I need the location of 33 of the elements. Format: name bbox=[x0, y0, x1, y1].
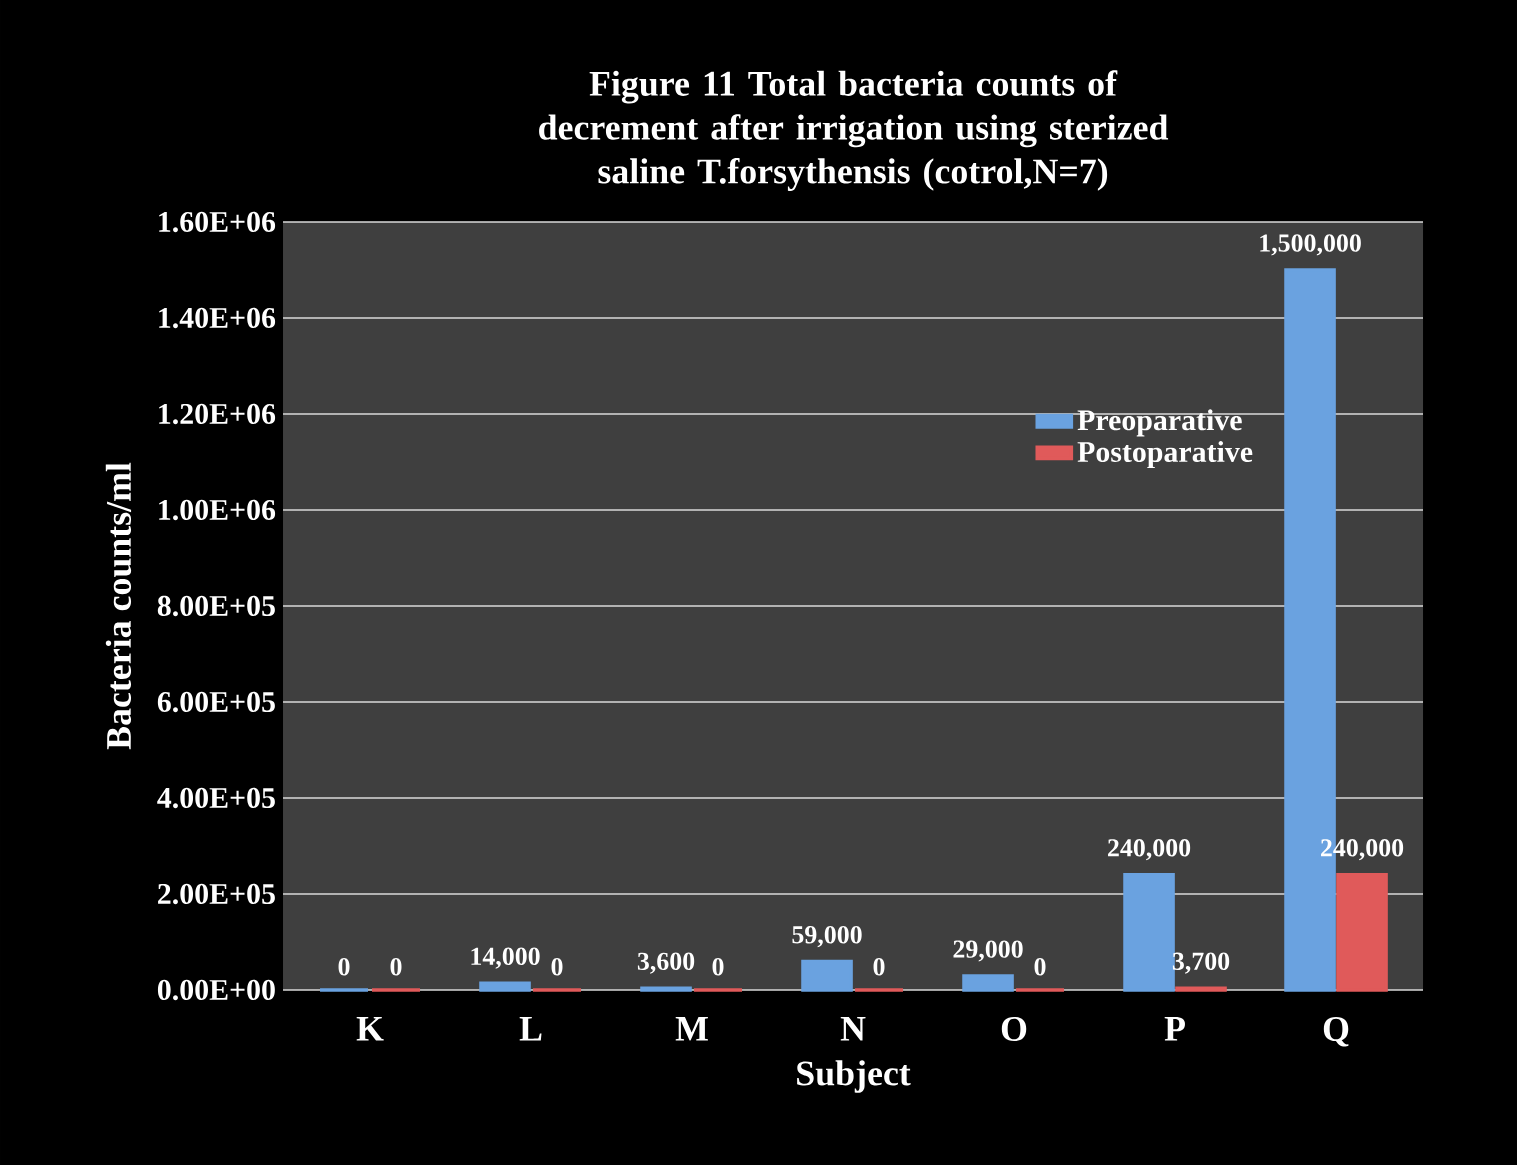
legend-label: Postoparative bbox=[1077, 441, 1253, 469]
data-label: 0 bbox=[1034, 958, 1046, 976]
x-tick-label: K bbox=[356, 1017, 384, 1041]
data-label: 59,000 bbox=[792, 925, 862, 948]
x-tick-label: L bbox=[519, 1017, 542, 1041]
data-label: 0 bbox=[390, 958, 402, 976]
y-tick-label: 8.00E+05 bbox=[157, 595, 275, 617]
y-tick-label: 0.00E+00 bbox=[157, 979, 275, 1001]
data-label: 0 bbox=[873, 958, 885, 976]
y-tick-label: 1.00E+06 bbox=[159, 499, 276, 521]
legend-label: Preoparative bbox=[1077, 409, 1242, 437]
data-label: 0 bbox=[551, 958, 563, 976]
data-label: 0 bbox=[712, 958, 724, 976]
y-tick-label: 1.40E+06 bbox=[159, 307, 276, 329]
x-tick-label: O bbox=[1001, 1017, 1027, 1042]
data-label: 3,600 bbox=[637, 952, 695, 974]
x-tick-label: M bbox=[675, 1017, 708, 1041]
y-tick-label: 4.00E+05 bbox=[157, 787, 275, 809]
x-tick-label: P bbox=[1164, 1017, 1185, 1041]
y-axis-title: Bacteria counts/ml bbox=[105, 462, 132, 750]
y-tick-label: 2.00E+05 bbox=[158, 883, 275, 905]
x-tick-label: Q bbox=[1323, 1017, 1349, 1047]
chart-title: Figure 11 Total bacteria counts of decrement after irrigation using sterized saline T.forsythensis (cotrol,N=7) bbox=[539, 70, 1169, 191]
data-label: 0 bbox=[338, 958, 350, 976]
y-tick-label: 1.60E+06 bbox=[159, 211, 276, 233]
data-label: 1,500,000 bbox=[1260, 234, 1361, 256]
data-label: 14,000 bbox=[471, 947, 540, 969]
x-axis-title: Subject bbox=[797, 1060, 911, 1093]
y-tick-label: 1.20E+06 bbox=[159, 403, 276, 425]
data-label: 29,000 bbox=[953, 940, 1023, 962]
x-tick-label: N bbox=[840, 1017, 866, 1041]
y-tick-label: 6.00E+05 bbox=[157, 691, 275, 713]
data-label: 240,000 bbox=[1108, 839, 1191, 861]
